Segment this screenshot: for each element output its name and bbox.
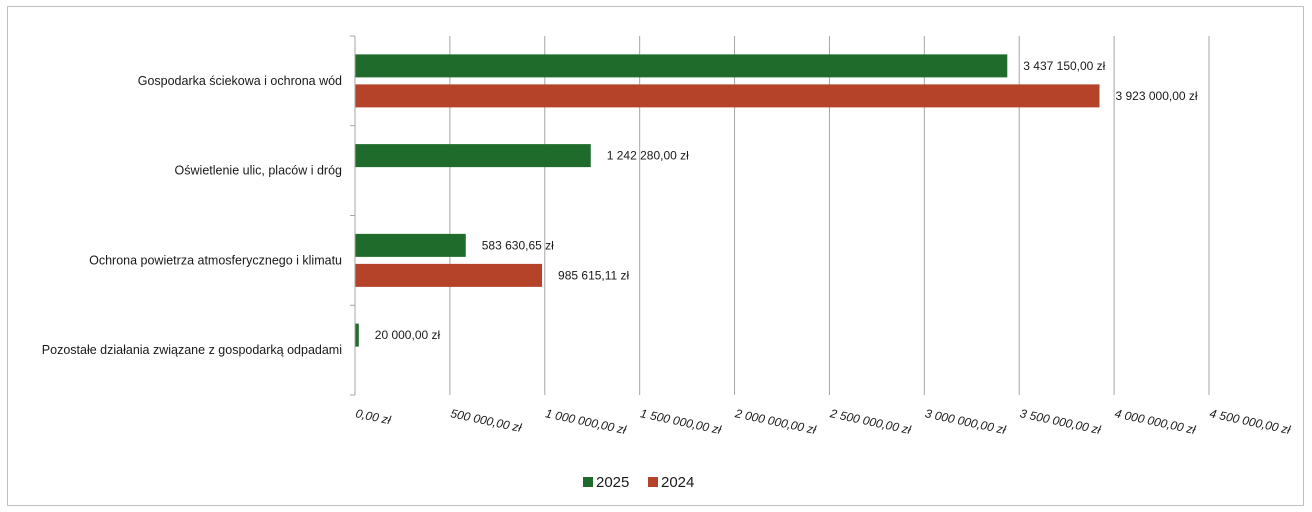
x-tick-label: 4 000 000,00 zł	[1113, 406, 1197, 437]
data-labels: 3 437 150,00 zł 3 923 000,00 zł 1 242 280,…	[375, 59, 1198, 342]
x-tick-label: 4 500 000,00 zł	[1208, 406, 1292, 437]
bar-2025	[355, 144, 591, 168]
x-tick-label: 3 500 000,00 zł	[1019, 406, 1103, 437]
category-label: Oświetlenie ulic, placów i dróg	[175, 164, 342, 178]
x-tick-labels: 0,00 zł 500 000,00 zł 1 000 000,00 zł 1 500…	[354, 406, 1292, 437]
y-axis	[350, 35, 356, 396]
bar-2024	[355, 263, 543, 287]
legend-swatch-2025	[583, 477, 593, 487]
x-tick-label: 1 500 000,00 zł	[639, 406, 723, 437]
data-label: 583 630,65 zł	[482, 238, 554, 252]
x-tick-label: 1 000 000,00 zł	[544, 406, 628, 437]
bar-2024	[355, 84, 1100, 108]
bar-2025	[355, 54, 1008, 78]
legend-label-2024: 2024	[661, 474, 694, 491]
category-label: Pozostałe działania związane z gospodark…	[42, 343, 342, 357]
category-label: Ochrona powietrza atmosferycznego i klim…	[89, 253, 342, 267]
x-tick-label: 500 000,00 zł	[449, 406, 523, 435]
x-tick-label: 2 500 000,00 zł	[828, 406, 912, 437]
data-label: 3 923 000,00 zł	[1115, 89, 1197, 103]
category-label: Gospodarka ściekowa i ochrona wód	[138, 74, 342, 88]
category-labels: Gospodarka ściekowa i ochrona wód Oświetl…	[42, 74, 342, 357]
data-label: 20 000,00 zł	[375, 328, 441, 342]
bar-2025	[355, 323, 359, 347]
data-label: 1 242 280,00 zł	[607, 149, 689, 163]
data-label: 3 437 150,00 zł	[1023, 59, 1105, 73]
legend-label-2025: 2025	[596, 474, 629, 491]
legend: 2025 2024	[583, 474, 694, 491]
bars	[355, 54, 1100, 347]
x-tick-label: 3 000 000,00 zł	[924, 406, 1008, 437]
data-label: 985 615,11 zł	[558, 268, 630, 282]
x-tick-label: 2 000 000,00 zł	[733, 406, 817, 437]
bar-2025	[355, 233, 466, 257]
x-tick-label: 0,00 zł	[354, 406, 392, 427]
legend-swatch-2024	[648, 477, 658, 487]
